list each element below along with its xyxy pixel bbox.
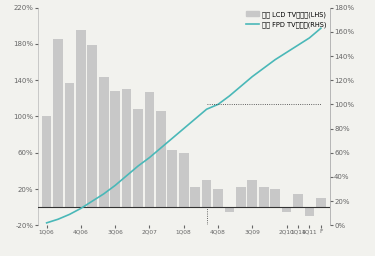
Bar (122, 89, 132, 207)
Bar (168, 150, 177, 207)
Bar (42, 116, 51, 207)
Bar (99, 78, 109, 207)
Bar (179, 153, 189, 207)
Bar (53, 39, 63, 207)
Bar (270, 189, 280, 207)
Bar (316, 198, 326, 207)
Bar (259, 187, 268, 207)
Bar (213, 189, 223, 207)
Bar (145, 92, 154, 207)
Bar (76, 30, 86, 207)
Bar (236, 187, 246, 207)
Bar (156, 111, 166, 207)
Bar (110, 91, 120, 207)
Bar (293, 194, 303, 207)
Bar (304, 207, 314, 216)
Bar (190, 187, 200, 207)
Bar (225, 207, 234, 212)
Bar (87, 45, 97, 207)
Bar (282, 207, 291, 212)
Bar (202, 180, 211, 207)
Bar (64, 83, 74, 207)
Legend: 북미 LCD TV증가율(LHS), 북미 FPD TV보급률(RHS): 북미 LCD TV증가율(LHS), 북미 FPD TV보급률(RHS) (246, 11, 327, 28)
Bar (248, 180, 257, 207)
Bar (133, 109, 143, 207)
